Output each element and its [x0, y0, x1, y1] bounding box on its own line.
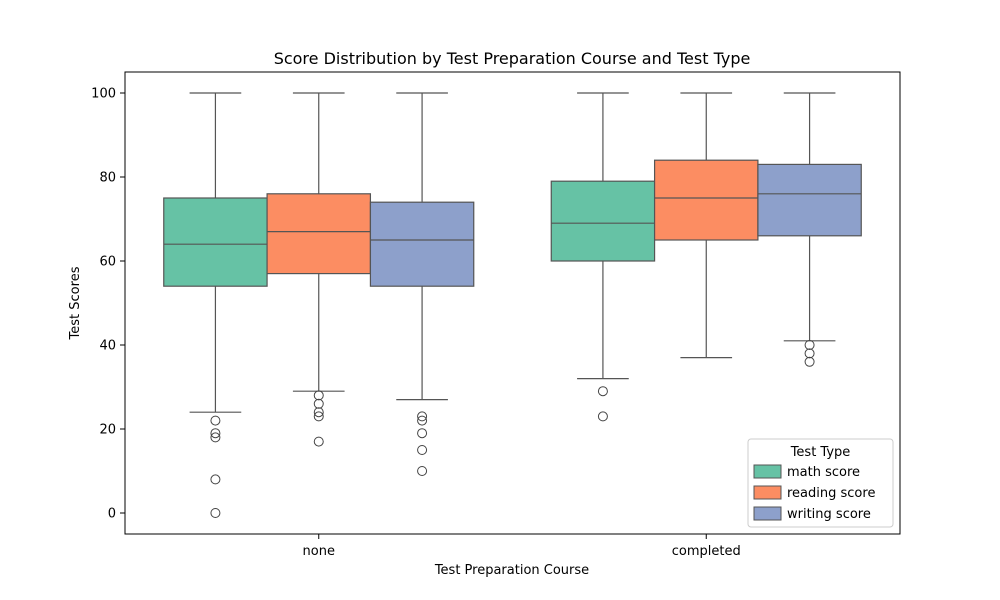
outlier-point — [417, 466, 428, 476]
outlier-point — [210, 508, 221, 518]
y-tick-label: 20 — [99, 423, 116, 438]
outlier-point — [313, 398, 324, 409]
y-tick-label: 80 — [99, 171, 116, 186]
outlier-point — [210, 415, 221, 426]
outlier-point — [597, 386, 608, 397]
outlier-point — [210, 474, 221, 485]
axes: 0 20 40 60 80 100 none completed — [91, 87, 741, 560]
plot-frame — [124, 71, 901, 535]
outlier-point — [210, 428, 221, 439]
outlier-point — [417, 445, 428, 455]
legend-entry-label: writing score — [787, 507, 871, 522]
outlier-point — [313, 390, 324, 401]
outlier-point — [417, 411, 428, 422]
plot-area — [163, 92, 862, 518]
x-tick-label: completed — [672, 544, 741, 559]
legend-entry-label: reading score — [787, 486, 875, 501]
legend-title: Test Type — [790, 445, 851, 460]
outlier-point — [313, 407, 324, 418]
y-axis-label: Test Scores — [68, 266, 83, 340]
legend-entry-label: math score — [787, 465, 860, 480]
y-tick-label: 40 — [99, 339, 116, 354]
box-completed-reading-score — [653, 92, 759, 359]
y-tick-label: 100 — [91, 87, 116, 102]
iqr-box — [757, 163, 862, 237]
outlier-point — [804, 356, 815, 367]
box-none-writing-score — [369, 92, 475, 476]
y-tick-label: 60 — [99, 255, 116, 270]
outlier-point — [417, 415, 428, 426]
box-completed-writing-score — [757, 92, 862, 367]
legend-swatch — [753, 485, 782, 500]
x-axis-label: Test Preparation Course — [434, 563, 589, 578]
outlier-point — [417, 428, 428, 439]
box-none-reading-score — [266, 92, 372, 447]
iqr-box — [550, 180, 656, 262]
outlier-point — [804, 340, 815, 350]
legend-frame — [747, 438, 894, 528]
iqr-box — [266, 193, 372, 275]
outlier-point — [597, 411, 608, 422]
outlier-point — [313, 436, 324, 447]
legend-swatch — [753, 464, 782, 479]
iqr-box — [653, 159, 759, 241]
y-tick-label: 0 — [108, 507, 116, 522]
box-completed-math-score — [550, 92, 656, 422]
box-none-math-score — [163, 92, 268, 518]
legend-swatch — [753, 506, 782, 521]
iqr-box — [369, 201, 475, 287]
iqr-box — [163, 197, 268, 287]
outlier-point — [210, 432, 221, 443]
chart-title: Score Distribution by Test Preparation C… — [274, 49, 751, 68]
outlier-point — [313, 411, 324, 422]
legend: Test Type math score reading score writing … — [747, 438, 894, 528]
x-tick-label: none — [303, 544, 335, 559]
outlier-point — [804, 348, 815, 359]
